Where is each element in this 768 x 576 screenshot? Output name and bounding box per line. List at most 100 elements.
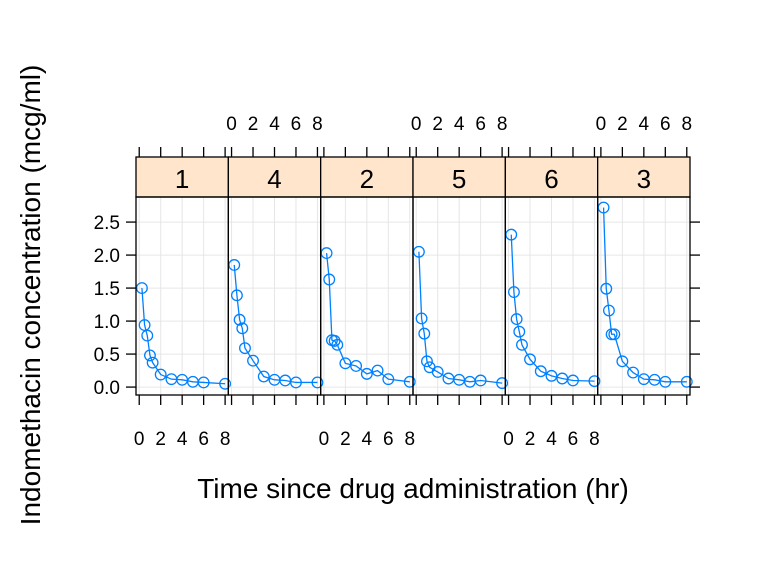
data-point-4-9 [290, 376, 302, 389]
data-point-4-6 [257, 370, 270, 383]
data-point-3-2 [602, 304, 615, 317]
panel-2: 20 2 4 6 8 [319, 147, 416, 450]
y-tick-label-1.0: 1.0 [94, 312, 120, 333]
data-point-3-6 [627, 366, 640, 379]
x-tick-label-8: 8 [220, 429, 231, 450]
data-point-1-4 [146, 356, 159, 369]
panel-6: 60 2 4 6 8 [503, 147, 601, 450]
x-tick-label-4: 4 [269, 114, 280, 135]
x-tick-label-0: 0 [596, 114, 607, 135]
x-tick-label-6: 6 [198, 429, 209, 450]
series-line-3 [602, 207, 687, 383]
data-point-5-5 [431, 365, 444, 378]
y-axis-title: Indomethacin concentration (mcg/ml) [15, 65, 46, 526]
y-tick-label-0.5: 0.5 [94, 345, 120, 366]
x-tick-label-4: 4 [177, 429, 188, 450]
data-point-4-10 [311, 376, 324, 389]
x-tick-label-2: 2 [617, 114, 628, 135]
panel-3: 3 0 2 4 6 8 [596, 114, 693, 405]
x-tick-label-6: 6 [660, 114, 671, 135]
series-line-6 [510, 234, 595, 382]
data-point-6-9 [567, 374, 579, 387]
data-point-1-10 [219, 377, 232, 390]
x-tick-label-0: 0 [319, 429, 330, 450]
x-tick-label-6: 6 [568, 429, 579, 450]
data-point-2-10 [403, 375, 416, 388]
x-tick-label-6: 6 [475, 114, 486, 135]
x-tick-label-2: 2 [155, 429, 166, 450]
x-tick-label-2: 2 [432, 114, 443, 135]
x-tick-label-2: 2 [525, 429, 536, 450]
data-point-1-3 [144, 349, 156, 362]
data-point-1-2 [141, 329, 154, 342]
y-tick-label-1.5: 1.5 [94, 279, 120, 300]
strip-2 [320, 156, 414, 198]
y-tick-label-0.0: 0.0 [94, 378, 120, 399]
x-tick-label-0: 0 [411, 114, 422, 135]
data-point-6-6 [534, 365, 547, 378]
x-tick-label-8: 8 [497, 114, 508, 135]
data-point-1-5 [154, 368, 167, 381]
data-point-6-3 [513, 325, 526, 338]
data-point-4-5 [247, 354, 259, 367]
y-tick-label-2.0: 2.0 [94, 246, 120, 267]
data-point-2-1 [323, 273, 336, 286]
data-point-2-5 [339, 357, 352, 370]
data-point-5-3 [421, 355, 433, 368]
x-tick-label-8: 8 [681, 114, 692, 135]
data-point-6-5 [524, 353, 536, 366]
data-point-4-2 [233, 313, 246, 326]
strip-label-1: 1 [175, 164, 189, 194]
data-point-3-5 [616, 355, 629, 368]
strip-1 [135, 156, 229, 198]
series-line-4 [233, 264, 318, 384]
data-point-5-9 [474, 374, 487, 387]
x-tick-label-4: 4 [454, 114, 465, 135]
strip-3 [597, 156, 691, 198]
data-point-6-4 [516, 338, 528, 351]
series-line-1 [141, 288, 226, 385]
data-point-5-1 [415, 312, 428, 325]
data-point-2-8 [371, 364, 384, 377]
x-tick-label-6: 6 [383, 429, 394, 450]
data-point-2-4 [331, 338, 344, 351]
data-point-3-1 [600, 282, 613, 295]
y-tick-label-2.5: 2.5 [94, 213, 120, 234]
data-point-6-7 [545, 369, 558, 382]
panel-5: 5 0 2 4 6 8 [411, 114, 509, 405]
x-tick-label-8: 8 [312, 114, 323, 135]
data-point-3-10 [680, 375, 693, 388]
x-tick-label-8: 8 [404, 429, 415, 450]
strip-label-4: 4 [267, 164, 281, 194]
x-tick-label-2: 2 [340, 429, 351, 450]
strip-label-3: 3 [637, 164, 651, 194]
panels: 10 2 4 6 840 2 4 6 820 2 4 6 850 2 4 6 860 2 4 6 830 2 4 6 80.00… [94, 114, 700, 450]
data-point-3-4 [608, 328, 621, 341]
x-tick-label-4: 4 [362, 429, 373, 450]
x-tick-label-6: 6 [291, 114, 302, 135]
x-tick-label-8: 8 [589, 429, 600, 450]
data-point-6-10 [588, 375, 601, 388]
data-point-4-4 [239, 342, 251, 355]
data-point-2-9 [382, 373, 395, 386]
x-tick-label-4: 4 [546, 429, 557, 450]
data-point-1-9 [197, 376, 210, 389]
data-point-5-10 [496, 377, 509, 390]
strip-label-2: 2 [360, 164, 374, 194]
data-point-2-7 [360, 367, 373, 380]
data-point-6-1 [507, 286, 520, 298]
x-tick-label-4: 4 [639, 114, 650, 135]
x-tick-label-0: 0 [503, 429, 514, 450]
x-tick-label-0: 0 [226, 114, 237, 135]
data-point-2-6 [350, 360, 363, 372]
x-tick-label-0: 0 [134, 429, 145, 450]
data-point-5-2 [418, 327, 431, 340]
data-point-6-2 [510, 313, 523, 326]
data-point-4-1 [230, 289, 243, 302]
strip-6 [504, 156, 599, 198]
strip-label-5: 5 [452, 164, 466, 194]
data-point-4-3 [236, 322, 249, 335]
data-point-3-9 [659, 375, 672, 388]
x-tick-label-2: 2 [248, 114, 259, 135]
